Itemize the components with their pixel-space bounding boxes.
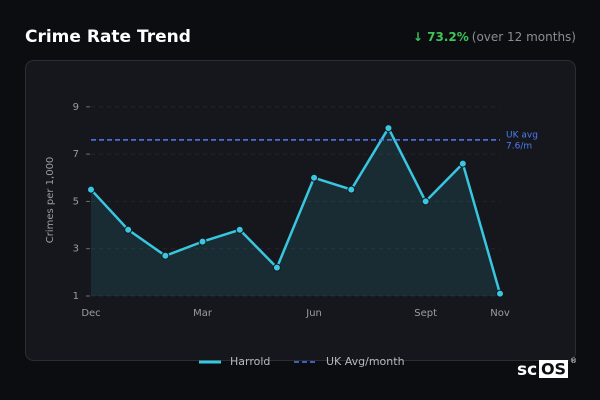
change: ↓ 73.2% (over 12 months): [413, 30, 576, 44]
brand-mark: ®: [570, 357, 577, 365]
change-value: ↓ 73.2%: [413, 30, 469, 44]
y-tick-label: 5: [73, 196, 79, 207]
line: [90, 126, 502, 294]
legend-label: UK Avg/month: [326, 355, 405, 368]
marker: [496, 289, 504, 298]
marker: [124, 225, 133, 234]
title: Crime Rate Trend: [25, 27, 191, 47]
marker: [87, 185, 95, 194]
y-tick-label: 7: [73, 149, 79, 160]
x-tick-label: Sept: [414, 308, 437, 319]
area: [91, 128, 500, 296]
reference-value: 7.6/m: [506, 141, 532, 151]
x-tick-label: Dec: [81, 308, 100, 319]
marker: [310, 173, 319, 182]
legend-label: Harrold: [230, 355, 270, 368]
y-axis-label: Crimes per 1,000: [45, 157, 56, 244]
x-tick-label: Jun: [305, 308, 322, 319]
x-tick-label: Nov: [490, 308, 510, 319]
reference-text: UK avg: [506, 130, 538, 140]
marker: [235, 225, 244, 234]
brand-boxed: OS: [541, 360, 566, 379]
y-tick-label: 3: [73, 244, 79, 255]
marker: [161, 251, 170, 260]
marker: [198, 237, 207, 246]
marker: [272, 263, 281, 272]
marker: [421, 197, 430, 206]
brand-box: [539, 360, 568, 378]
marker: [347, 185, 356, 194]
y-tick-label: 1: [73, 291, 79, 302]
x-tick-label: Mar: [193, 308, 213, 319]
marker: [384, 124, 393, 133]
brand: sc: [517, 360, 537, 380]
change-note: (over 12 months): [472, 30, 576, 44]
y-tick-label: 9: [73, 102, 79, 113]
marker: [458, 159, 467, 168]
